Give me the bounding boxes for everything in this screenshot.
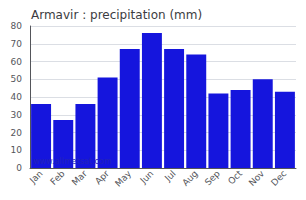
svg-text:May: May — [113, 168, 134, 189]
svg-text:Dec: Dec — [269, 168, 288, 187]
svg-text:Sep: Sep — [203, 168, 222, 187]
svg-text:Feb: Feb — [48, 168, 67, 187]
svg-text:Aug: Aug — [180, 168, 199, 187]
svg-text:www.allmetsat.com: www.allmetsat.com — [33, 157, 112, 166]
svg-text:80: 80 — [11, 21, 23, 31]
svg-text:40: 40 — [11, 92, 23, 102]
svg-text:Jun: Jun — [138, 168, 156, 186]
svg-text:10: 10 — [11, 145, 23, 155]
svg-text:Armavir : precipitation (mm): Armavir : precipitation (mm) — [31, 8, 202, 22]
svg-text:50: 50 — [11, 74, 23, 84]
svg-text:20: 20 — [11, 128, 23, 138]
svg-text:60: 60 — [11, 57, 23, 67]
svg-text:Mar: Mar — [70, 168, 89, 187]
svg-text:Jul: Jul — [162, 168, 177, 183]
svg-text:Nov: Nov — [247, 168, 267, 188]
svg-text:70: 70 — [11, 39, 23, 49]
svg-text:Jan: Jan — [27, 168, 45, 186]
svg-text:30: 30 — [11, 110, 23, 120]
svg-text:Apr: Apr — [93, 168, 111, 186]
svg-text:0: 0 — [16, 163, 22, 173]
svg-text:Oct: Oct — [226, 168, 244, 186]
